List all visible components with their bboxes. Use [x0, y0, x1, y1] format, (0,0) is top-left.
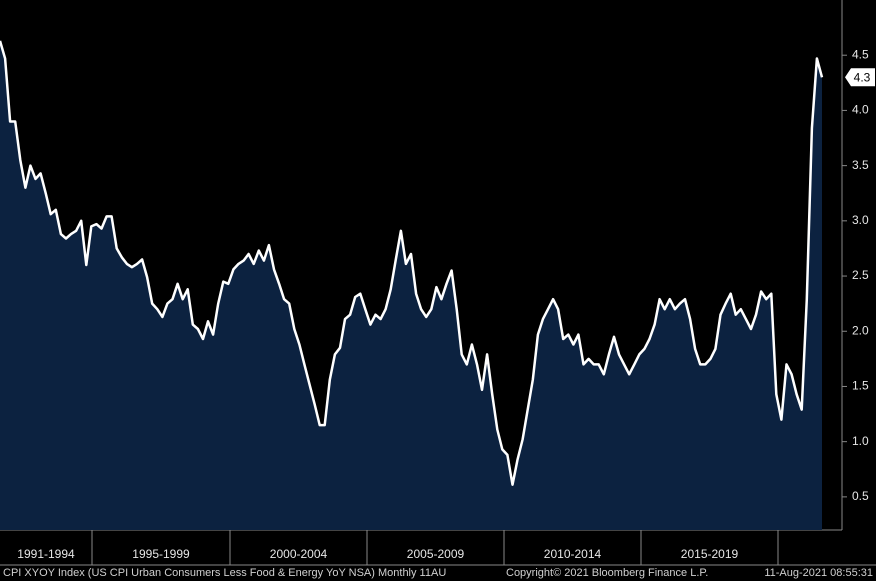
- last-value-label: 4.3: [854, 70, 871, 84]
- y-tick-label: 0.5: [852, 489, 869, 503]
- y-tick-label: 4.5: [852, 47, 869, 61]
- x-period-label: 2005-2009: [407, 547, 465, 561]
- y-tick-label: 1.0: [852, 434, 869, 448]
- y-tick-label: 1.5: [852, 379, 869, 393]
- footer-timestamp: 11-Aug-2021 08:55:31: [764, 567, 873, 579]
- x-period-label: 2015-2019: [681, 547, 739, 561]
- y-tick-label: 4.0: [852, 103, 869, 117]
- x-period-label: 1991-1994: [17, 547, 75, 561]
- line: [0, 40, 824, 486]
- y-tick-label: 3.5: [852, 158, 869, 172]
- x-period-label: 1995-1999: [132, 547, 190, 561]
- footer-copyright: Copyright© 2021 Bloomberg Finance L.P.: [506, 567, 708, 579]
- x-period-label: 2000-2004: [270, 547, 328, 561]
- area-fill: [0, 40, 822, 531]
- y-tick-label: 2.5: [852, 268, 869, 282]
- y-tick-label: 3.0: [852, 213, 869, 227]
- y-tick-label: 2.0: [852, 323, 869, 337]
- footer-description: CPI XYOY Index (US CPI Urban Consumers L…: [3, 567, 446, 579]
- x-period-label: 2010-2014: [544, 547, 602, 561]
- last-value-tag: [845, 68, 875, 87]
